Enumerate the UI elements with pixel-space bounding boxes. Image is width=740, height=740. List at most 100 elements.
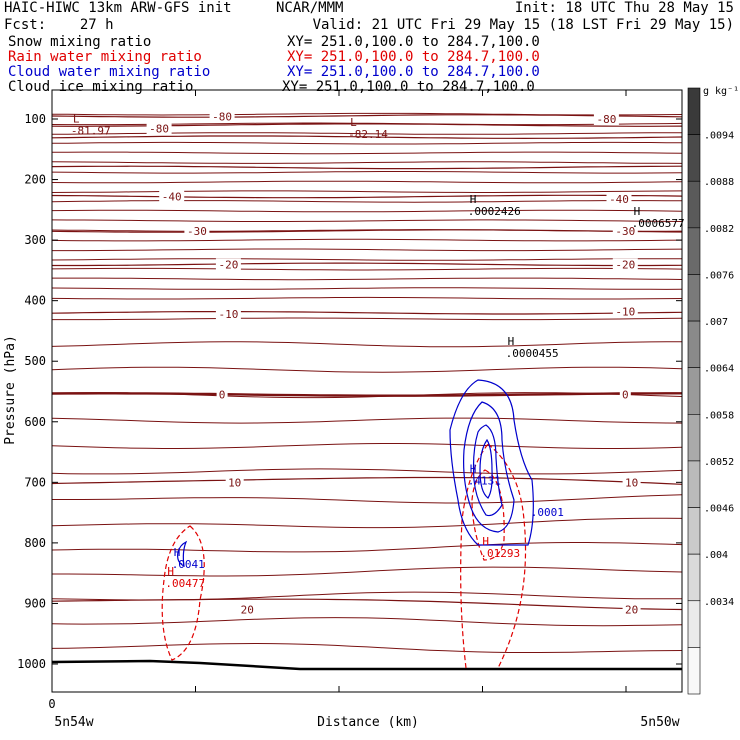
x-right-label: 5n50w [640, 715, 679, 730]
isotherm--40 [51, 194, 683, 199]
isotherm-line [51, 341, 682, 348]
isotherm-label-bg [612, 305, 638, 318]
isotherm-line [51, 542, 683, 553]
colorbar-swatch [687, 134, 701, 182]
isotherm-label: 10 [228, 476, 241, 489]
extremum-value: .0000455 [506, 347, 559, 360]
extremum-value: .0041 [172, 558, 205, 571]
isotherm-line [52, 277, 683, 281]
isotherm-line [51, 190, 683, 193]
y-tick-label: 400 [24, 294, 46, 308]
isotherm-label: -30 [187, 225, 207, 238]
isotherm--30 [51, 229, 683, 233]
colorbar-tick-label: .0058 [704, 410, 734, 421]
organization-label: NCAR/MMM [276, 0, 344, 16]
isotherm-line [51, 151, 683, 155]
field-name-cloud-ice: Cloud ice mixing ratio [8, 79, 194, 95]
y-tick-label: 900 [24, 596, 46, 610]
cloud-water-contour [449, 379, 534, 546]
extremum-value: .00477 [165, 577, 205, 590]
isotherm-label: 0 [622, 389, 629, 402]
y-tick-label: 600 [24, 415, 46, 429]
colorbar-swatch [687, 647, 701, 695]
model-title: HAIC-HIWC 13km ARW-GFS init [4, 0, 232, 16]
isotherm-line [51, 296, 683, 300]
field-name-rain: Rain water mixing ratio [8, 49, 202, 65]
isotherm-label-bg [215, 258, 241, 271]
extremum-mark: H [470, 193, 477, 206]
isotherm-label-bg [238, 603, 257, 616]
extremum-mark: H [482, 535, 489, 548]
init-time: Init: 18 UTC Thu 28 May 15 [514, 0, 734, 16]
isotherm-line [51, 258, 683, 261]
isotherm-label-bg [612, 258, 638, 271]
isotherm-label: -40 [162, 191, 182, 204]
isotherm-line [51, 209, 683, 213]
isotherm-label-bg [209, 110, 235, 123]
isotherm-line [51, 642, 683, 653]
colorbar-tick-label: .0088 [704, 177, 734, 188]
plot-frame [51, 89, 683, 693]
colorbar-unit: g kg⁻¹ [703, 86, 739, 97]
colorbar-tick-label: .007 [704, 317, 728, 328]
isotherm-line [51, 517, 683, 529]
rain-water-contour [460, 443, 527, 669]
extremum-mark: H [174, 546, 181, 559]
y-tick-label: 700 [24, 475, 46, 489]
colorbar-tick-label: .0094 [704, 131, 734, 142]
isotherm-label: -80 [596, 113, 616, 126]
y-axis-label: Pressure (hPa) [3, 335, 18, 445]
extremum-value: .0006577 [632, 217, 685, 230]
contour-labels: -80 -80 -80 -40 -40 -30 -30 -20 -20 -10 -10 0 0 10 10 2… [71, 110, 685, 617]
x-axis-label: Distance (km) [317, 715, 419, 730]
isotherm-line [51, 219, 683, 222]
colorbar-tick-label: .0064 [704, 364, 734, 375]
field-name-snow: Snow mixing ratio [8, 34, 152, 50]
isotherm-line [51, 617, 683, 627]
isotherm--20 [52, 262, 683, 267]
colorbar-tick-label: .0046 [704, 504, 734, 515]
cloud-water-contour [177, 540, 188, 568]
extremum-value: .0002426 [468, 205, 521, 218]
isotherm-line [51, 112, 683, 116]
isotherm-line [51, 171, 683, 174]
colorbar-tick-label: .004 [704, 550, 728, 561]
cloud-water-contour [472, 424, 503, 517]
isotherm-label: 20 [241, 604, 254, 617]
isotherm-label: -80 [149, 123, 169, 136]
isotherm-label: -40 [609, 193, 629, 206]
colorbar-swatch [687, 274, 701, 322]
isotherm-line [51, 591, 682, 601]
extremum-value: .0001 [531, 506, 564, 519]
isotherm-label: -20 [615, 258, 635, 271]
field-xy-rain: XY= 251.0,100.0 to 284.7,100.0 [287, 49, 540, 65]
isotherm-20 [51, 598, 683, 611]
isotherm-label: -30 [615, 225, 635, 238]
isotherm--10 [51, 311, 683, 315]
isotherm-line [51, 200, 683, 203]
colorbar-swatch [687, 367, 701, 415]
isotherm-line [51, 287, 683, 290]
isotherm-label: -10 [218, 308, 238, 321]
colorbar-swatch [687, 507, 701, 555]
extremum-mark: H [470, 462, 477, 475]
x-left-label: 5n54w [54, 715, 93, 730]
isotherm-label-bg [612, 225, 638, 238]
y-tick-label: 100 [24, 112, 46, 126]
field-xy-snow: XY= 251.0,100.0 to 284.7,100.0 [287, 34, 540, 50]
isotherm-label: -20 [218, 258, 238, 271]
isotherm--50 [51, 165, 683, 170]
isotherm-line [51, 267, 683, 271]
valid-time: Valid: 21 UTC Fri 29 May 15 (18 LST Fri … [312, 17, 734, 33]
isotherm-label: -10 [615, 306, 635, 319]
isotherm-label-bg [593, 113, 619, 125]
colorbar-swatch [687, 320, 701, 368]
isotherm-line [51, 366, 683, 373]
cloud-water-contour [463, 401, 515, 533]
extremum-mark: L [350, 116, 357, 129]
colorbar-swatch [687, 414, 701, 462]
y-tick-label: 800 [24, 536, 46, 550]
extremum-value: -81.97 [71, 124, 111, 137]
colorbar-swatch [687, 600, 701, 648]
extremum-mark: H [167, 565, 174, 578]
